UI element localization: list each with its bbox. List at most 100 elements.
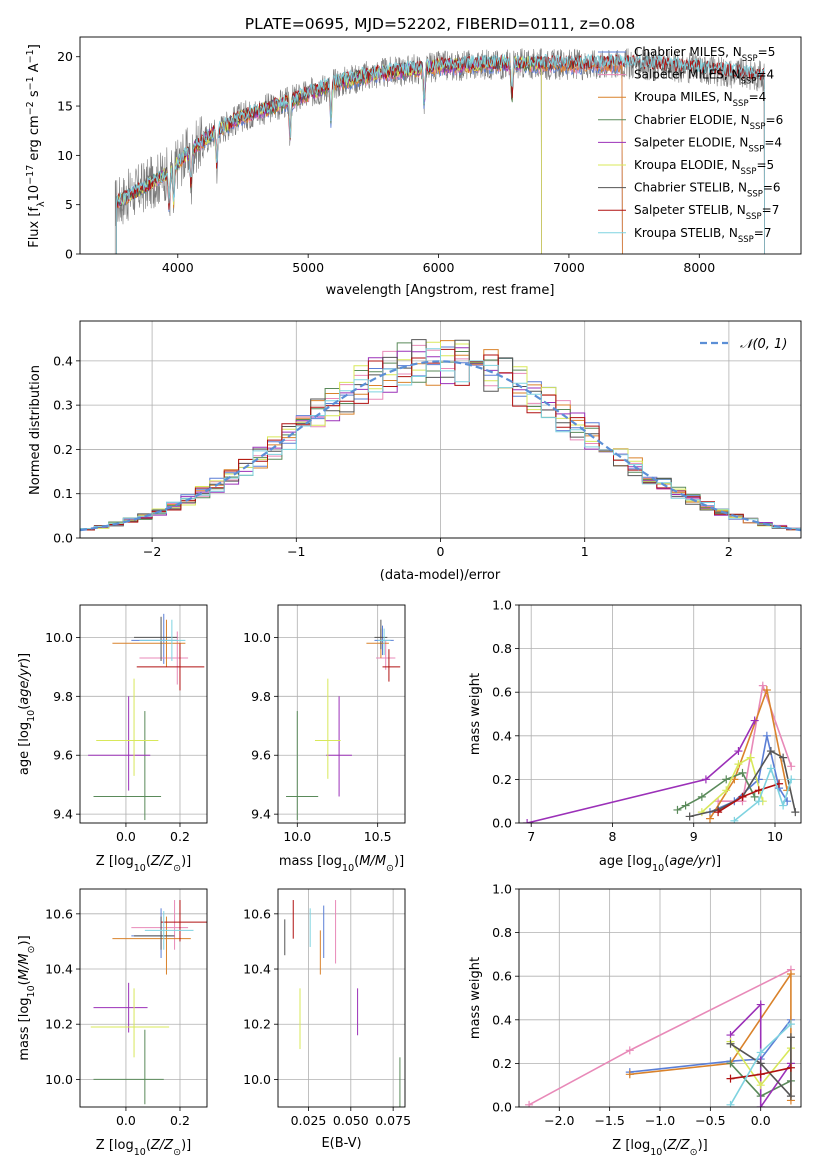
histogram-chabrier_stelib [80, 339, 801, 530]
legend-tail: =7 [754, 226, 772, 240]
x-tick-label: 0.0 [116, 829, 136, 844]
weight-marker-salpeter_stelib [756, 1070, 765, 1079]
plot-area [286, 619, 401, 821]
x-tick-label: 8 [608, 829, 616, 844]
label-part: ( [146, 854, 151, 869]
weight-marker-kroupa_stelib [787, 775, 796, 784]
weight-marker-kroupa_elodie [722, 786, 731, 795]
legend-sub: SSP [742, 54, 758, 64]
weight-line-kroupa_miles [709, 687, 788, 820]
x-tick-label: 4000 [162, 260, 194, 275]
weight-marker-chabrier_stelib [685, 812, 694, 821]
label-part: λ [36, 201, 47, 207]
label-part: A [27, 63, 42, 76]
x-tick-label: 10.5 [364, 829, 392, 844]
x-tick-label: −2.0 [544, 1113, 574, 1128]
weight-marker-chabrier_elodie [722, 775, 731, 784]
weight-marker-chabrier_elodie [673, 805, 682, 814]
weight-marker-chabrier_stelib [726, 1039, 735, 1048]
weight-marker-chabrier_stelib [786, 1092, 795, 1101]
x-tick-label: 0 [437, 544, 445, 559]
y-tick-label: 10.6 [243, 906, 271, 921]
label-part: Z/Z [150, 854, 174, 869]
axes-frame [79, 320, 802, 539]
y-tick-label: 10.2 [45, 1017, 73, 1032]
legend-entry-kroupa_stelib: Kroupa STELIB, NSSP=7 [634, 226, 772, 245]
weight-marker-chabrier_elodie [681, 801, 690, 810]
x-tick-label: −1.0 [645, 1113, 675, 1128]
x-tick-label: −0.5 [695, 1113, 725, 1128]
x-axis-label: mass [log10(M/M⊙)] [279, 854, 404, 874]
legend-entry-kroupa_elodie: Kroupa ELODIE, NSSP=5 [634, 158, 774, 177]
legend-entry-salpeter_elodie: Salpeter ELODIE, NSSP=4 [634, 135, 782, 154]
legend-entry-salpeter_stelib: Salpeter STELIB, NSSP=7 [634, 203, 779, 222]
legend-sub: SSP [747, 190, 763, 200]
legend-tail: =6 [766, 113, 784, 127]
y-tick-label: 0.3 [53, 398, 73, 413]
legend-tail: =7 [762, 203, 780, 217]
model-spectrum-salpeter_stelib [116, 54, 765, 254]
label-part: ( [664, 854, 669, 869]
weight-marker-kroupa_stelib [756, 1048, 765, 1057]
y-tick-label: 10.0 [243, 630, 271, 645]
weight-line-chabrier_stelib [689, 750, 797, 818]
y-tick-label: 0.0 [53, 531, 73, 546]
weight-line-salpeter_elodie [526, 720, 756, 823]
x-tick-label: 0.0 [116, 1113, 136, 1128]
y-tick-label: 9.6 [251, 748, 271, 763]
label-part: ( [146, 1138, 151, 1153]
label-part: )] [698, 1138, 708, 1153]
legend-sub: SSP [748, 144, 764, 154]
axes-frame [277, 888, 406, 1108]
x-tick-label: −1.5 [594, 1113, 624, 1128]
label-part: −1 [25, 76, 36, 90]
weight-marker-kroupa_miles [625, 1070, 634, 1079]
label-part: age/yr [669, 854, 712, 869]
x-tick-label: −1 [287, 544, 305, 559]
legend-entry-kroupa_miles: Kroupa MILES, NSSP=4 [634, 90, 766, 109]
y-tick-label: 10.0 [45, 1072, 73, 1087]
x-axis-label: (data-model)/error [380, 568, 501, 583]
model-spectrum-kroupa_stelib [116, 53, 765, 254]
x-tick-label: 0.075 [375, 1113, 411, 1128]
label-part: Z/Z [150, 1138, 174, 1153]
label-part: )] [711, 854, 721, 869]
weight-marker-chabrier_elodie [697, 792, 706, 801]
axes-age_vs_Z: 0.0 0.29.49.69.810.0Z [log10(Z/Z⊙)]age [l… [17, 604, 208, 874]
y-tick-label: 15 [57, 99, 73, 114]
legend-tail: =5 [758, 45, 776, 59]
legend-tail: =4 [764, 135, 782, 149]
legend-entry-chabrier_stelib: Chabrier STELIB, NSSP=6 [634, 181, 781, 200]
y-tick-label: 0.6 [492, 685, 512, 700]
weight-marker-salpeter_elodie [756, 1000, 765, 1009]
x-axis-label: Z [log10(Z/Z⊙)] [96, 854, 191, 874]
weight-marker-chabrier_stelib [786, 1033, 795, 1042]
x-axis-label: age [log10(age/yr)] [599, 854, 721, 874]
axes-residuals: −2 −1 0 1 2 0.0 0.1 0.2 0.3 0.4 𝒩(0, 1) (data-model… [28, 320, 802, 583]
x-tick-label: 0.050 [333, 1113, 369, 1128]
y-tick-label: 10.4 [243, 962, 271, 977]
x-tick-label: −2 [143, 544, 161, 559]
label-part: M/M [17, 953, 32, 980]
weight-marker-kroupa_stelib [766, 764, 775, 773]
weight-line-salpeter_stelib [717, 783, 780, 813]
weight-marker-chabrier_elodie [738, 768, 747, 777]
label-part: ⊙ [690, 1147, 698, 1158]
weight-line-chabrier_elodie [677, 771, 756, 811]
y-tick-label: 9.8 [53, 689, 73, 704]
label-part: s [27, 90, 42, 101]
label-part: erg cm [27, 115, 42, 164]
weight-marker-salpeter_elodie [734, 747, 743, 756]
weight-marker-salpeter_miles [625, 1046, 634, 1055]
label-part: age [log [599, 854, 652, 869]
weight-marker-salpeter_miles [758, 681, 767, 690]
x-tick-label: 0.0 [751, 1113, 771, 1128]
weight-marker-chabrier_stelib [766, 747, 775, 756]
y-tick-label: 0.8 [492, 925, 512, 940]
label-part: 10 [26, 985, 37, 997]
label-part: ⊙ [173, 1147, 181, 1158]
weight-marker-chabrier_stelib [779, 753, 788, 762]
label-part: M/M [359, 854, 386, 869]
